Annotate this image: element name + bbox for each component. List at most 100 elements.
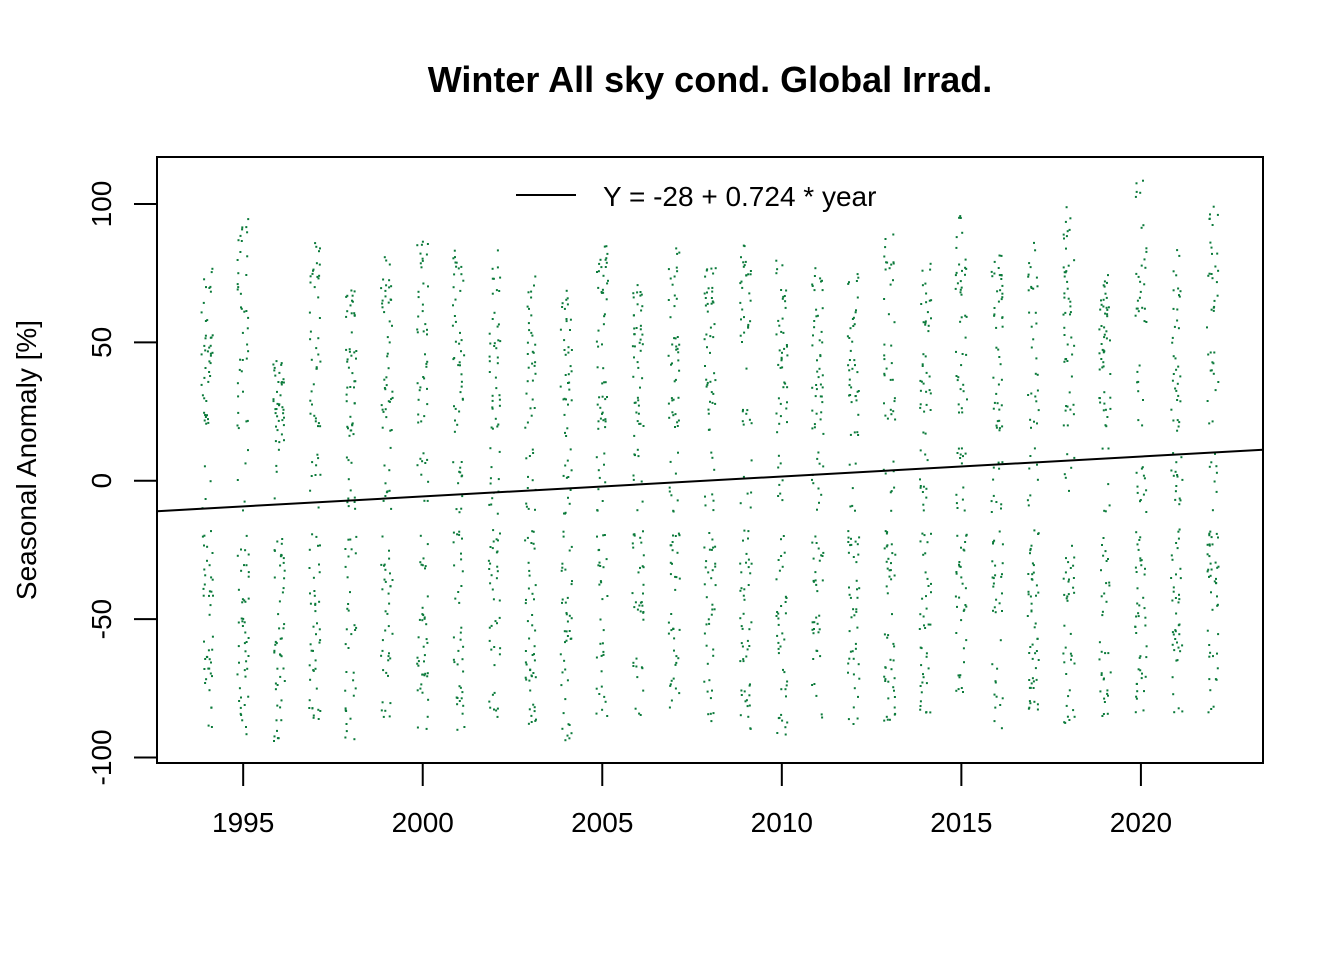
data-point	[1098, 658, 1101, 661]
data-point	[642, 611, 645, 614]
data-point	[346, 360, 349, 363]
data-point	[245, 310, 248, 312]
data-point	[242, 617, 245, 620]
data-point	[605, 245, 608, 248]
data-point	[1178, 593, 1180, 596]
data-point	[673, 637, 676, 640]
data-point	[604, 418, 607, 421]
data-point	[1216, 652, 1218, 655]
data-point	[1137, 668, 1140, 671]
data-point	[1178, 623, 1181, 626]
data-point	[853, 614, 856, 617]
data-point	[209, 290, 212, 293]
data-point	[1142, 493, 1145, 496]
data-point	[453, 315, 456, 317]
data-point	[750, 459, 753, 462]
data-point	[925, 301, 928, 304]
data-point	[347, 366, 350, 369]
data-point	[814, 535, 817, 538]
data-point	[279, 394, 282, 397]
data-point	[1031, 657, 1034, 660]
data-point	[786, 721, 789, 724]
data-point	[564, 464, 567, 467]
data-point	[455, 508, 458, 511]
data-point	[491, 406, 494, 409]
data-point	[959, 674, 962, 677]
data-point	[600, 266, 603, 269]
data-point	[384, 610, 387, 613]
data-point	[309, 489, 312, 492]
data-point	[784, 726, 787, 729]
data-point	[381, 408, 384, 411]
data-point	[491, 497, 494, 500]
data-point	[280, 655, 283, 658]
data-point	[1030, 287, 1033, 289]
data-point	[387, 659, 390, 662]
data-point	[742, 423, 745, 426]
data-point	[458, 685, 461, 688]
data-point	[965, 315, 968, 318]
data-point	[275, 425, 277, 428]
data-point	[703, 680, 706, 683]
data-point	[919, 700, 922, 703]
data-point	[316, 622, 318, 625]
data-point	[565, 630, 568, 633]
data-point	[569, 637, 572, 640]
data-point	[458, 511, 461, 514]
data-point	[454, 407, 457, 410]
data-point	[741, 627, 744, 630]
data-point	[922, 509, 925, 512]
data-point	[813, 621, 816, 624]
data-point	[997, 461, 1000, 464]
data-point	[742, 660, 745, 663]
data-point	[209, 352, 212, 355]
data-point	[426, 328, 428, 331]
data-point	[960, 293, 963, 296]
data-point	[488, 371, 491, 373]
data-point	[208, 590, 211, 593]
data-point	[784, 733, 787, 736]
data-point	[1137, 615, 1140, 618]
data-point	[820, 493, 823, 496]
data-point	[1073, 456, 1076, 459]
data-point	[924, 282, 927, 285]
data-point	[1100, 672, 1103, 675]
data-point	[1175, 389, 1178, 392]
data-point	[386, 355, 389, 358]
data-point	[852, 325, 855, 327]
data-point	[1177, 365, 1180, 368]
data-point	[313, 594, 316, 597]
data-point	[1108, 504, 1111, 507]
data-point	[705, 378, 708, 381]
data-point	[493, 345, 496, 347]
data-point	[994, 681, 997, 684]
data-point	[247, 350, 250, 353]
data-point	[238, 687, 241, 690]
data-point	[388, 400, 391, 403]
data-point	[670, 679, 673, 682]
data-point	[349, 591, 351, 594]
data-point	[495, 538, 498, 541]
data-point	[777, 617, 780, 620]
data-point	[459, 391, 462, 394]
data-point	[389, 702, 392, 705]
data-point	[991, 576, 994, 579]
data-point	[634, 454, 636, 457]
data-point	[1206, 629, 1209, 632]
data-point	[998, 530, 1001, 533]
data-point	[1067, 593, 1070, 596]
data-point	[524, 650, 527, 652]
data-point	[633, 345, 636, 348]
data-point	[819, 277, 822, 280]
data-point	[777, 319, 780, 322]
data-point	[389, 585, 392, 588]
data-point	[784, 382, 787, 385]
data-point	[1139, 499, 1142, 501]
legend-entry: Y = -28 + 0.724 * year	[603, 181, 876, 212]
data-point	[273, 497, 276, 500]
data-point	[283, 416, 285, 419]
data-point	[312, 269, 314, 272]
data-point	[851, 650, 854, 653]
data-point	[925, 682, 928, 685]
data-point	[566, 297, 569, 300]
